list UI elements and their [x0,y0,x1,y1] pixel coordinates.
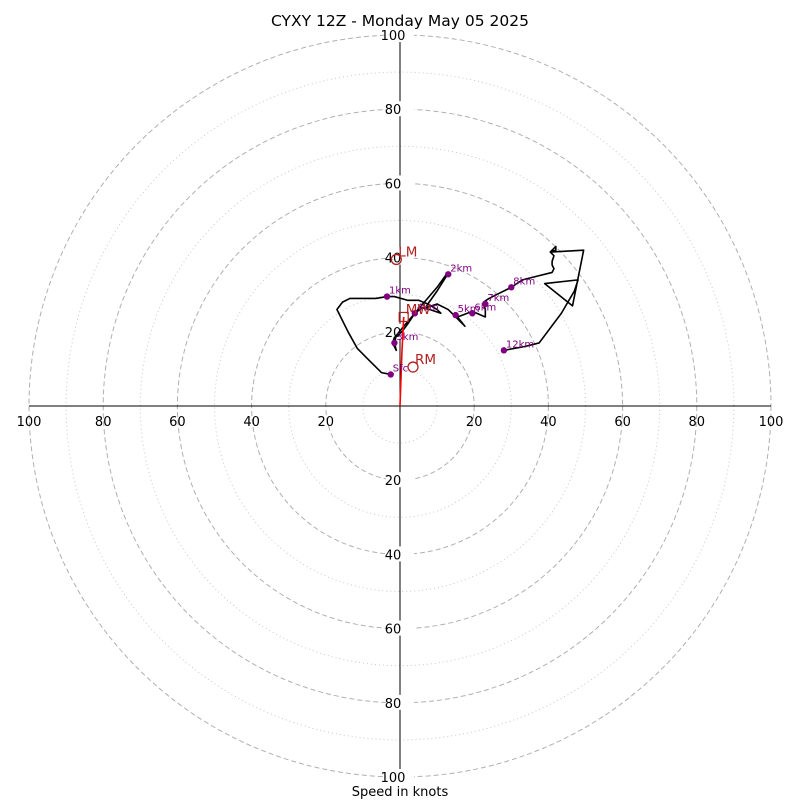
y-tick-label: 20 [385,474,402,489]
y-tick-backdrop [386,769,414,784]
height-label: 4km [417,302,439,313]
x-tick-label: 60 [614,415,631,430]
height-label: 12km [506,339,534,350]
x-tick-label: 60 [169,415,186,430]
height-point [445,271,452,278]
x-tick-label: 20 [466,415,483,430]
height-point [387,371,394,378]
storm-motion-line [399,316,405,407]
x-tick-label: 40 [243,415,260,430]
y-tick-label: 40 [385,548,402,563]
y-tick-backdrop [386,694,414,710]
y-tick-label: 40 [385,252,402,267]
y-tick-label: 100 [381,771,406,786]
y-tick-label: 100 [381,29,406,44]
height-point [391,339,398,347]
height-point [469,310,476,317]
y-tick-label: 80 [385,697,402,712]
motion-marker [390,253,402,266]
x-tick-label: 40 [540,415,557,430]
height-point [452,311,459,319]
y-tick-label: 20 [385,326,402,341]
height-label: 8km [513,276,535,287]
y-tick-backdrop [386,546,414,562]
x-tick-label: 80 [95,415,112,430]
x-tick-label: 100 [17,415,42,430]
motion-label: LM [398,244,417,260]
height-label: 2km [450,263,472,274]
x-axis-label: Speed in knots [352,785,449,800]
y-tick-backdrop [386,101,414,117]
y-tick-label: 60 [385,177,402,192]
motion-marker [407,361,419,373]
height-label: 3km [396,332,418,343]
y-tick-backdrop [386,27,414,42]
height-point [482,300,489,308]
motion-label: MW [406,302,431,318]
height-point [500,347,508,354]
x-tick-label: 80 [689,415,706,430]
height-point [508,284,515,291]
y-tick-backdrop [386,175,414,191]
y-tick-label: 80 [385,103,402,118]
y-tick-backdrop [386,620,414,636]
height-label: 7km [487,293,509,304]
tick-labels: 100 80 60 40 20 20 40 60 80 100 100 80 60 40 20 20 40 60 8… [17,27,784,786]
motion-label: RM [415,352,436,368]
height-label: 5km [458,304,480,315]
y-tick-backdrop [386,472,414,488]
storm-motion-vector [399,316,405,407]
y-tick-label: 60 [385,623,402,638]
motion-markers: LM RM MW [390,244,436,373]
x-tick-label: 20 [318,415,335,430]
mean-wind-marker [398,311,409,323]
height-label: 6km [474,302,496,313]
chart-title: CYXY 12Z - Monday May 05 2025 [271,12,529,30]
height-point [411,310,419,317]
height-label: Sfc [393,363,408,374]
height-label: 1km [389,286,411,297]
x-tick-label: 100 [759,415,784,430]
height-point [383,293,391,300]
